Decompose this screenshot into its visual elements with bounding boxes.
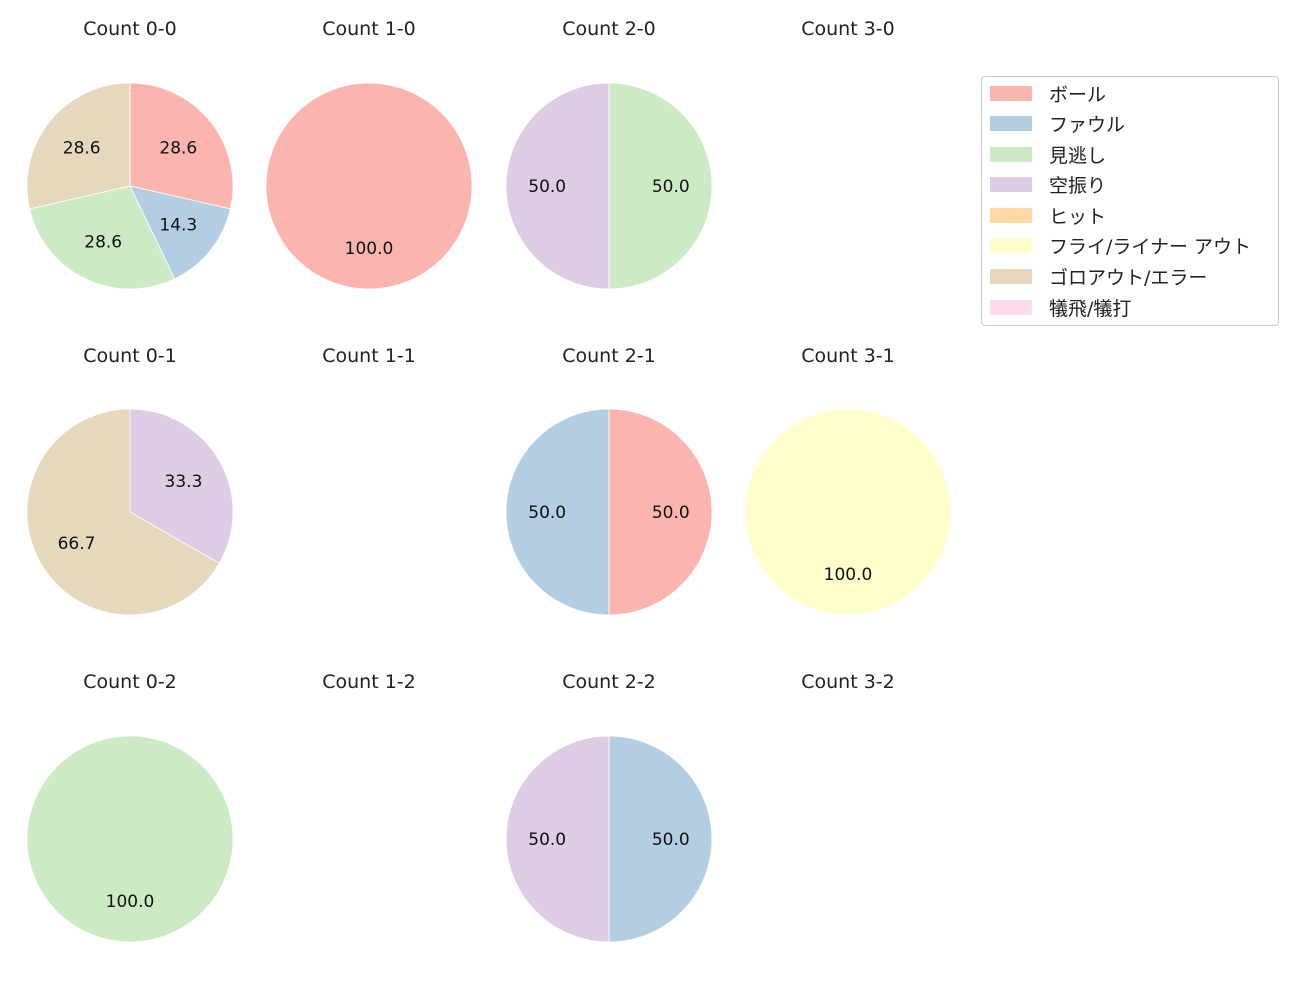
legend-item-foul: ファウル: [990, 110, 1125, 136]
legend: ボール ファウル 見逃し 空振り ヒット フライ/ライナー アウト ゴロアウト/…: [981, 76, 1279, 326]
pie-slice: [505, 735, 610, 943]
legend-swatch: [990, 146, 1032, 162]
slice-label: 100.0: [106, 892, 155, 912]
slice-label: 28.6: [159, 138, 197, 158]
slice-label: 50.0: [652, 177, 690, 197]
chart-title: Count 3-1: [801, 345, 895, 367]
slice-label: 50.0: [528, 503, 566, 523]
pie-slice: [608, 735, 713, 943]
legend-item-called-strike: 見逃し: [990, 141, 1106, 167]
legend-label: ボール: [1049, 83, 1107, 106]
pie-slice: [26, 82, 131, 210]
chart-title: Count 1-2: [322, 671, 416, 693]
chart-title: Count 0-2: [83, 671, 177, 693]
pie-chart-count-1-0: Count 1-0 100.0: [265, 18, 473, 290]
slice-label: 28.6: [84, 233, 122, 253]
pie-slice: [129, 82, 234, 210]
legend-swatch: [990, 207, 1032, 223]
slice-label: 33.3: [165, 472, 203, 492]
chart-title: Count 2-2: [562, 671, 656, 693]
pie-slice: [26, 408, 220, 616]
pie-slice: [265, 82, 473, 290]
slice-label: 50.0: [528, 177, 566, 197]
pie-chart-count-0-1: Count 0-1 33.3 66.7: [26, 345, 234, 616]
legend-item-swinging-strike: 空振り: [990, 171, 1106, 197]
pie-chart-count-0-2: Count 0-2 100.0: [26, 671, 234, 943]
chart-title: Count 0-1: [83, 345, 177, 367]
legend-swatch: [990, 237, 1032, 253]
legend-item-sacrifice: 犠飛/犠打: [990, 294, 1131, 320]
legend-swatch: [990, 176, 1032, 192]
chart-title: Count 3-2: [801, 671, 895, 693]
slice-label: 100.0: [824, 565, 873, 585]
legend-swatch: [990, 115, 1032, 131]
legend-label: ゴロアウト/エラー: [1049, 266, 1208, 289]
pie-chart-count-2-0: Count 2-0 50.0 50.0: [505, 18, 713, 290]
slice-label: 50.0: [652, 830, 690, 850]
pie-slice: [29, 185, 176, 290]
legend-swatch: [990, 268, 1032, 284]
legend-label: 犠飛/犠打: [1049, 297, 1132, 320]
chart-title: Count 2-1: [562, 345, 656, 367]
legend-label: ヒット: [1049, 205, 1107, 228]
pie-chart-count-1-1: Count 1-1: [322, 345, 416, 367]
legend-swatch: [990, 299, 1032, 315]
pie-chart-count-2-1: Count 2-1 50.0 50.0: [505, 345, 713, 616]
chart-title: Count 2-0: [562, 18, 656, 40]
chart-title: Count 3-0: [801, 18, 895, 40]
pie-slice: [26, 735, 234, 943]
pie-chart-count-0-0: Count 0-0 28.6 14.3 28.6 28.6: [26, 18, 234, 290]
legend-item-hit: ヒット: [990, 202, 1106, 228]
pie-chart-count-1-2: Count 1-2: [322, 671, 416, 693]
pie-slice: [608, 82, 713, 290]
pie-slice: [505, 408, 610, 616]
slice-label: 28.6: [63, 138, 101, 158]
pie-slice: [129, 185, 231, 280]
pie-slice: [129, 408, 234, 564]
legend-label: ファウル: [1049, 113, 1126, 136]
pie-slice: [744, 408, 952, 616]
legend-item-ground-out-error: ゴロアウト/エラー: [990, 263, 1207, 289]
slice-label: 50.0: [652, 503, 690, 523]
legend-label: 見逃し: [1049, 144, 1107, 167]
chart-title: Count 1-0: [322, 18, 416, 40]
pie-slice: [608, 408, 713, 616]
slice-label: 66.7: [58, 534, 96, 554]
legend-item-fly-liner-out: フライ/ライナー アウト: [990, 232, 1251, 258]
pie-chart-count-2-2: Count 2-2 50.0 50.0: [505, 671, 713, 943]
pie-slice: [505, 82, 610, 290]
pie-chart-count-3-1: Count 3-1 100.0: [744, 345, 952, 616]
legend-label: 空振り: [1049, 174, 1107, 197]
pie-chart-count-3-2: Count 3-2: [801, 671, 895, 693]
legend-label: フライ/ライナー アウト: [1049, 235, 1252, 258]
slice-label: 50.0: [528, 830, 566, 850]
chart-title: Count 1-1: [322, 345, 416, 367]
legend-swatch: [990, 85, 1032, 101]
slice-label: 14.3: [159, 216, 197, 236]
chart-title: Count 0-0: [83, 18, 177, 40]
legend-item-ball: ボール: [990, 80, 1106, 106]
slice-label: 100.0: [345, 239, 394, 259]
pie-chart-count-3-0: Count 3-0: [801, 18, 895, 40]
